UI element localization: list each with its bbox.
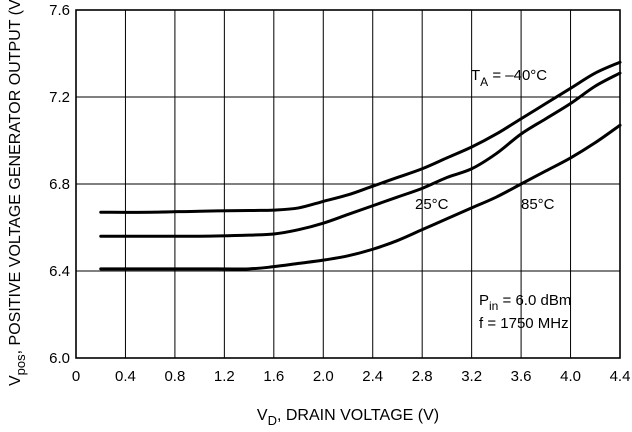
curve-minus40c: [101, 62, 620, 212]
annotation-frequency: f = 1750 MHz: [479, 315, 569, 332]
annotation-pin: Pin = 6.0 dBm: [479, 292, 571, 313]
annotation-25c: 25°C: [415, 196, 449, 213]
y-tick-label: 6.0: [49, 350, 70, 367]
annotation-85c: 85°C: [521, 196, 555, 213]
x-tick-label: 0.8: [164, 368, 185, 385]
y-axis-label: Vpos, POSITIVE VOLTAGE GENERATOR OUTPUT …: [7, 0, 28, 386]
x-tick-label: 2.8: [412, 368, 433, 385]
x-tick-label: 2.4: [362, 368, 383, 385]
x-tick-label: 4.0: [560, 368, 581, 385]
x-tick-label: 0.4: [115, 368, 136, 385]
y-tick-label: 6.4: [49, 263, 70, 280]
x-tick-label: 4.4: [610, 368, 631, 385]
y-tick-label: 7.2: [49, 89, 70, 106]
y-tick-label: 7.6: [49, 2, 70, 19]
x-tick-label: 3.2: [461, 368, 482, 385]
x-tick-label: 1.2: [214, 368, 235, 385]
x-tick-label: 1.6: [263, 368, 284, 385]
x-tick-label: 0: [72, 368, 80, 385]
annotation-ta: TA = –40°C: [471, 67, 547, 89]
x-axis-label: VD, DRAIN VOLTAGE (V): [257, 407, 439, 428]
x-tick-label: 2.0: [313, 368, 334, 385]
y-tick-label: 6.8: [49, 176, 70, 193]
x-tick-label: 3.6: [511, 368, 532, 385]
curves: [101, 62, 620, 269]
